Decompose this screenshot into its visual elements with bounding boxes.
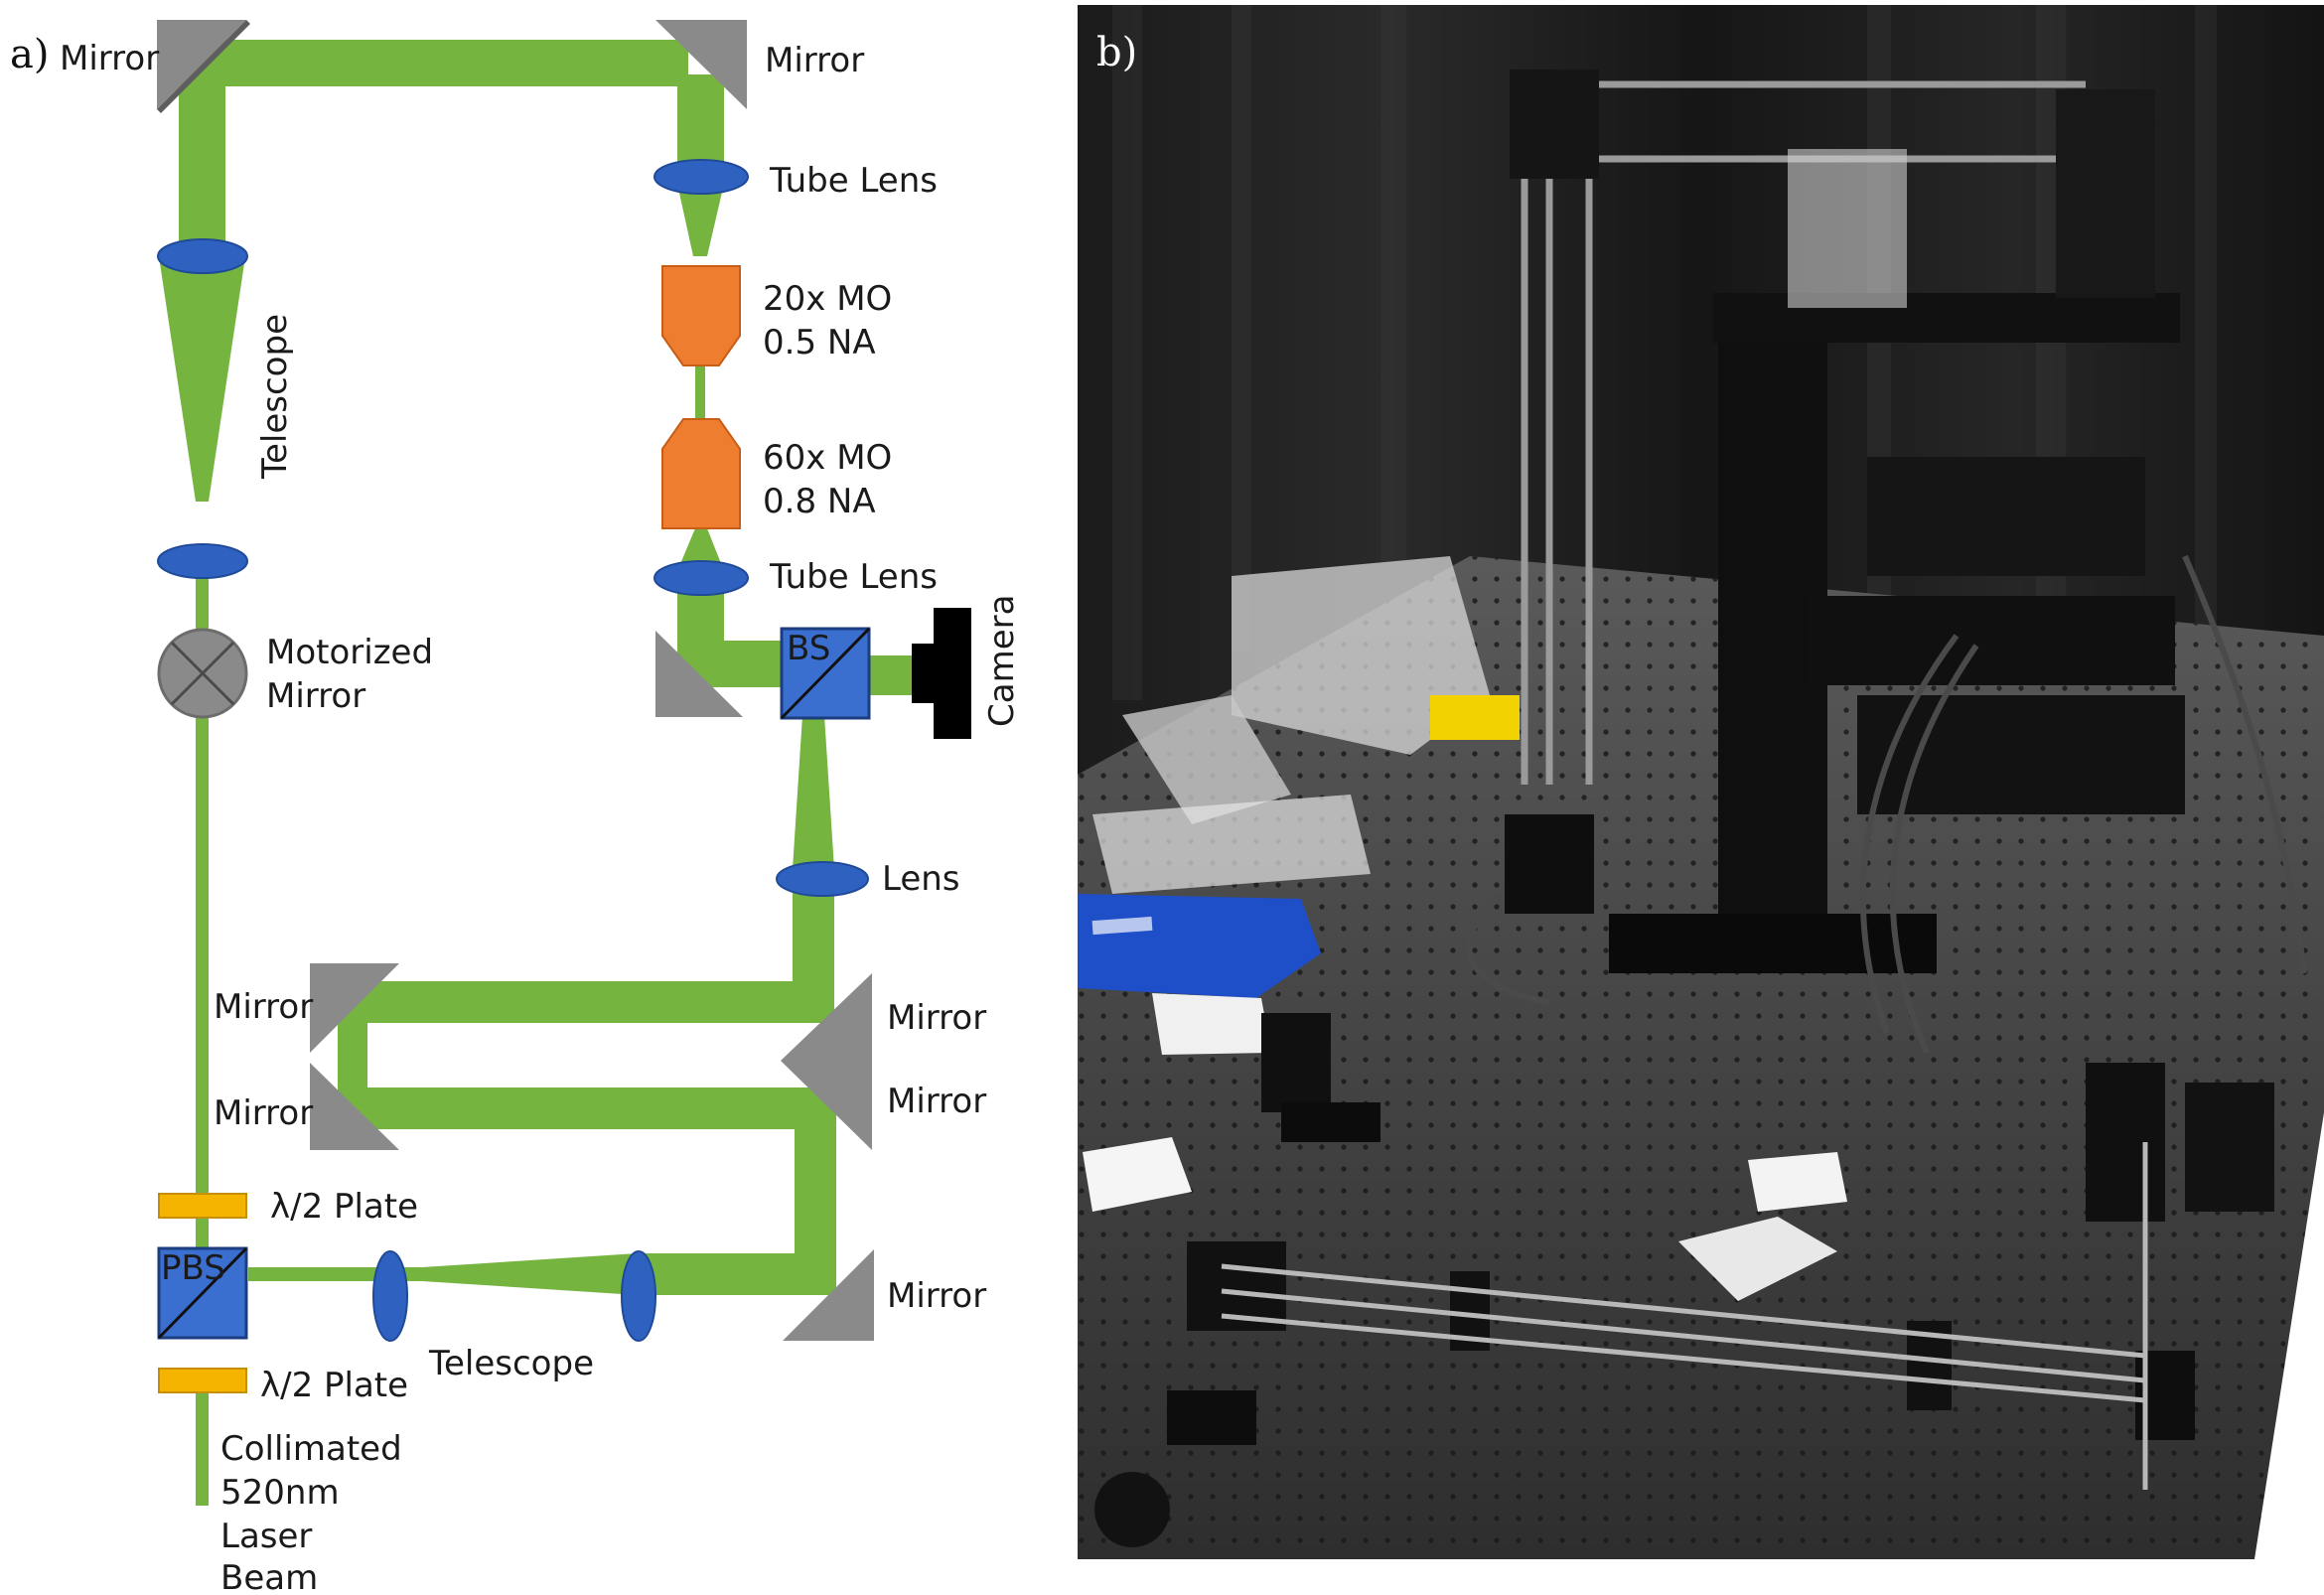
panel-a-label: a): [10, 32, 49, 77]
label-mirror-delay-right-bottom: Mirror: [887, 1082, 986, 1121]
telescope-lens-right: [621, 1250, 656, 1342]
label-source-line3: Laser: [220, 1517, 312, 1556]
label-mirror-delay-left-bottom: Mirror: [214, 1093, 313, 1133]
mirror-top-left: [157, 20, 250, 113]
objective-60x: [661, 418, 741, 529]
label-source-line2: 520nm: [220, 1473, 340, 1513]
mirror-top-right: [655, 20, 747, 109]
label-telescope-vertical: Telescope: [255, 314, 295, 480]
label-motorized-mirror-line1: Motorized: [266, 633, 433, 672]
tube-lens-bottom: [654, 560, 749, 596]
half-wave-plate-top: [158, 1193, 247, 1219]
mirror-delay-left-bottom: [310, 1063, 399, 1150]
beam-path: [160, 40, 934, 1506]
mirror-delay-right-bottom: [781, 1061, 872, 1150]
objective-20x: [661, 265, 741, 366]
label-mirror-delay-right-top: Mirror: [887, 998, 986, 1038]
telescope-lens-left: [372, 1250, 408, 1342]
camera: [912, 608, 971, 739]
mirror-bs-corner: [655, 631, 743, 717]
label-source-line4: Beam: [220, 1558, 318, 1595]
mirror-delay-left-top: [310, 963, 399, 1053]
panel-a: a) Mirror Mirror Tube Lens 20x MO 0.5 NA…: [10, 20, 1022, 1595]
telescope-lens-upper: [157, 238, 248, 274]
lens: [776, 861, 869, 897]
telescope-lens-lower: [157, 543, 248, 579]
label-mirror-delay-left-top: Mirror: [214, 987, 313, 1027]
label-half-wave-plate-bottom: λ/2 Plate: [260, 1366, 408, 1405]
label-half-wave-plate-top: λ/2 Plate: [270, 1187, 418, 1227]
label-mirror-bottom-right: Mirror: [887, 1276, 986, 1316]
label-tube-lens-top: Tube Lens: [769, 161, 938, 201]
label-telescope-horizontal: Telescope: [428, 1344, 594, 1383]
label-20x-mo-line2: 0.5 NA: [763, 323, 876, 362]
label-motorized-mirror-line2: Mirror: [266, 676, 365, 716]
label-source-line1: Collimated: [220, 1429, 402, 1469]
label-camera: Camera: [982, 595, 1022, 727]
motorized-mirror: [157, 628, 248, 719]
label-20x-mo-line1: 20x MO: [763, 279, 892, 319]
panel-b-photo: b): [1078, 5, 2324, 1595]
mirror-delay-right-top: [781, 973, 872, 1061]
label-60x-mo-line2: 0.8 NA: [763, 482, 876, 521]
label-tube-lens-bottom: Tube Lens: [769, 557, 938, 597]
label-mirror-top-right: Mirror: [765, 41, 864, 80]
beam-splitter: [780, 627, 871, 720]
label-lens: Lens: [882, 859, 960, 899]
label-bs: BS: [787, 629, 830, 668]
polarizing-beam-splitter: [157, 1246, 248, 1340]
tube-lens-top: [654, 159, 749, 195]
label-60x-mo-line1: 60x MO: [763, 438, 892, 478]
label-mirror-top-left: Mirror: [60, 39, 159, 78]
panel-b-label: b): [1096, 30, 1137, 75]
half-wave-plate-bottom: [158, 1368, 247, 1393]
label-pbs: PBS: [161, 1248, 225, 1288]
mirror-bottom-right: [783, 1249, 874, 1341]
